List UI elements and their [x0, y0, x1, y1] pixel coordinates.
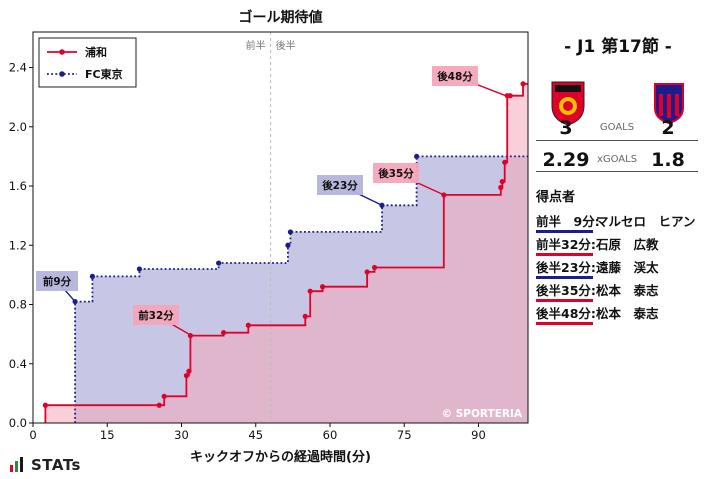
x-tick-label: 60	[323, 428, 338, 442]
away-goals: 2	[661, 117, 675, 139]
stats-bar-2	[15, 461, 18, 472]
scorer-name: マルセロ ヒアン	[596, 214, 696, 229]
scorer-name: 遠藤 渓太	[596, 260, 659, 275]
annotation-label: 後23分	[321, 179, 358, 192]
data-point	[507, 93, 513, 99]
chart-title: ゴール期待値	[239, 9, 323, 26]
annotation-box	[36, 271, 78, 291]
annotation-box	[317, 175, 363, 195]
x-tick-label: 90	[471, 428, 486, 442]
stats-bar-3	[20, 457, 23, 472]
home-xg: 2.29	[542, 149, 590, 171]
scorer-name: 石原 広教	[596, 237, 659, 252]
annotation-box	[373, 163, 419, 183]
legend: 浦和 FC東京	[38, 37, 137, 88]
scorer-time: 後半35分:	[536, 283, 596, 302]
data-point	[319, 284, 326, 290]
scorer-row: 後半48分:松本 泰志	[536, 303, 659, 325]
away-xg: 1.8	[651, 149, 685, 171]
data-point	[499, 178, 505, 185]
legend-marker	[59, 49, 65, 55]
scorer-name: 松本 泰志	[596, 283, 659, 298]
watermark: © SPORTERIA	[442, 408, 523, 420]
annotation-label: 前9分	[43, 275, 72, 288]
annotation-box	[432, 66, 478, 86]
data-point	[216, 260, 222, 266]
x-tick-label: 75	[397, 428, 412, 442]
y-tick-label: 0.0	[9, 416, 27, 430]
y-tick-label: 0.8	[9, 298, 27, 312]
match-title: - J1 第17節 -	[564, 37, 672, 57]
data-point	[287, 229, 293, 235]
data-point	[220, 330, 227, 336]
data-point	[364, 269, 370, 275]
stats-bar-1	[10, 465, 13, 472]
data-point	[42, 402, 48, 408]
scorer-time: 後半48分:	[536, 306, 596, 325]
scorer-time: 前半32分:	[536, 237, 596, 256]
scorer-row: 前半 9分:マルセロ ヒアン	[536, 211, 696, 233]
goals-label: GOALS	[599, 122, 635, 133]
data-point	[371, 264, 378, 271]
xg-row: 2.29 xGOALS 1.8	[536, 149, 698, 171]
x-tick-label: 0	[29, 428, 36, 442]
data-point	[285, 242, 291, 248]
annotation-box	[133, 305, 179, 325]
goals-row: 3 GOALS 2	[536, 117, 698, 139]
annotation-label: 前32分	[138, 309, 174, 322]
data-point	[186, 368, 192, 374]
data-point	[498, 184, 504, 191]
data-point	[187, 333, 194, 339]
urawa-crest-icon	[551, 81, 585, 126]
divider	[536, 171, 698, 172]
plot-frame	[32, 31, 529, 424]
x-tick-label: 45	[248, 428, 263, 442]
data-point	[89, 273, 95, 279]
data-point	[520, 81, 526, 87]
y-tick-label: 2.4	[9, 61, 27, 75]
x-axis-label: キックオフからの経過時間(分)	[190, 449, 371, 465]
annotation-label: 後48分	[436, 70, 473, 83]
scorer-name: 松本 泰志	[596, 306, 659, 321]
stats-brand-text: STATs	[31, 456, 81, 474]
first-half-label: 前半	[246, 39, 266, 52]
data-point	[183, 373, 190, 379]
annotation-label: 後35分	[377, 167, 414, 180]
legend-label: FC東京	[85, 67, 123, 81]
x-tick-label: 15	[100, 428, 115, 442]
data-point	[307, 288, 313, 294]
legend-marker	[59, 71, 65, 77]
divider	[536, 140, 698, 141]
data-point	[302, 313, 308, 319]
scorer-row: 後半23分:遠藤 渓太	[536, 257, 659, 279]
y-tick-label: 0.4	[9, 357, 27, 371]
series-line-fctokyo	[74, 155, 528, 423]
x-tick-label: 30	[174, 428, 189, 442]
scorer-time: 後半23分:	[536, 260, 596, 279]
scorers-title: 得点者	[536, 190, 576, 205]
home-goals: 3	[559, 117, 573, 139]
data-point	[502, 159, 508, 165]
fc-tokyo-crest-icon	[654, 83, 684, 124]
y-tick-label: 2.0	[9, 120, 27, 134]
data-point	[136, 266, 143, 272]
xg-label: xGOALS	[596, 154, 638, 165]
legend-label: 浦和	[85, 45, 107, 59]
data-point	[414, 153, 420, 160]
data-point	[161, 393, 167, 399]
y-tick-label: 1.2	[9, 238, 27, 252]
scorer-time: 前半 9分:	[536, 214, 600, 233]
scorer-row: 前半32分:石原 広教	[536, 234, 659, 256]
legend-box	[38, 37, 137, 88]
second-half-label: 後半	[276, 39, 296, 52]
y-tick-label: 1.6	[9, 179, 27, 193]
scorer-row: 後半35分:松本 泰志	[536, 280, 659, 302]
data-point	[156, 402, 162, 408]
series-fill-urawa	[45, 83, 529, 424]
data-point	[245, 322, 251, 328]
